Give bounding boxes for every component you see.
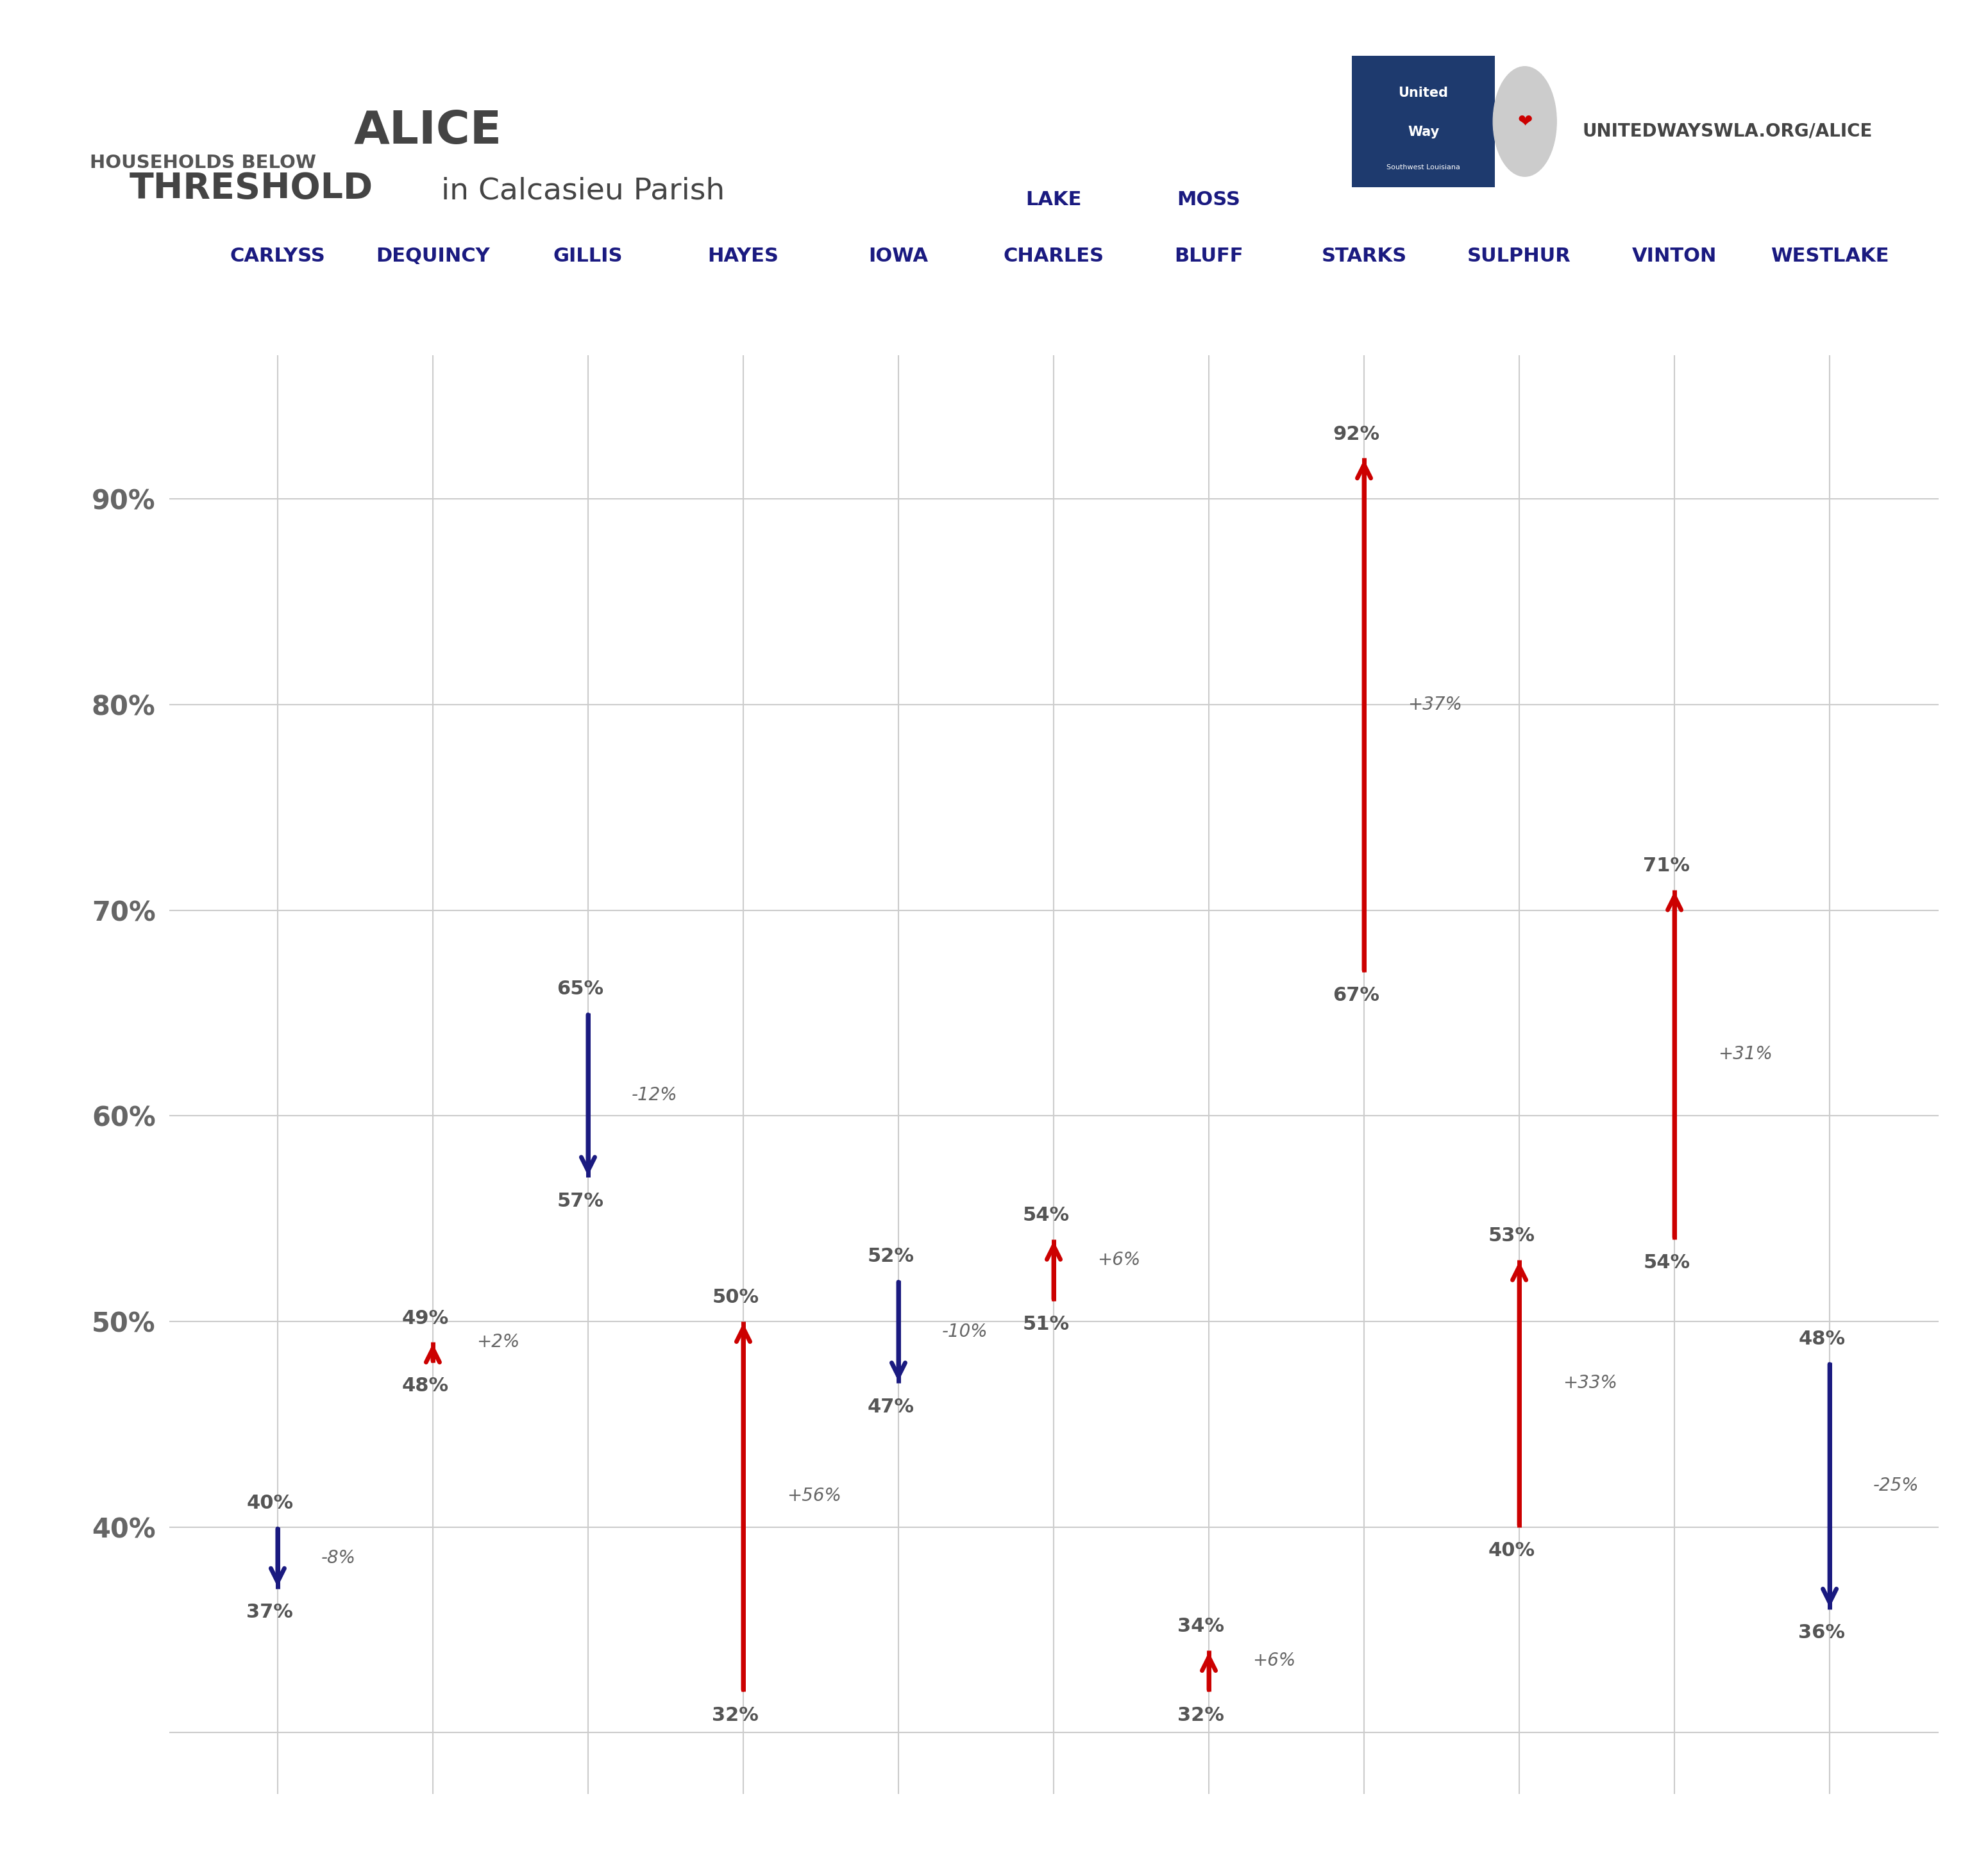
FancyBboxPatch shape	[1350, 54, 1497, 189]
Text: CARLYSS: CARLYSS	[231, 247, 326, 265]
Text: 57%: 57%	[557, 1192, 604, 1211]
Text: 67%: 67%	[1332, 987, 1380, 1006]
Text: BLUFF: BLUFF	[1175, 247, 1242, 265]
Text: 48%: 48%	[402, 1377, 449, 1396]
Text: 52%: 52%	[867, 1247, 914, 1265]
Text: +33%: +33%	[1563, 1374, 1616, 1392]
Text: United: United	[1398, 86, 1449, 99]
Text: 32%: 32%	[1177, 1706, 1225, 1725]
Text: 47%: 47%	[867, 1398, 914, 1417]
Text: IOWA: IOWA	[869, 247, 928, 265]
Text: 92%: 92%	[1332, 424, 1380, 443]
Text: 54%: 54%	[1644, 1254, 1690, 1273]
Text: 40%: 40%	[1489, 1542, 1535, 1561]
Text: 65%: 65%	[557, 979, 604, 998]
Text: +56%: +56%	[787, 1488, 841, 1505]
Text: SULPHUR: SULPHUR	[1467, 247, 1571, 265]
Text: 40%: 40%	[247, 1493, 294, 1512]
Text: Southwest Louisiana: Southwest Louisiana	[1386, 164, 1461, 170]
Text: 50%: 50%	[712, 1288, 759, 1306]
Text: -10%: -10%	[942, 1323, 988, 1340]
Text: STARKS: STARKS	[1322, 247, 1408, 265]
Circle shape	[1493, 67, 1557, 176]
Text: +6%: +6%	[1097, 1250, 1141, 1269]
Text: +6%: +6%	[1252, 1652, 1296, 1669]
Text: +37%: +37%	[1408, 695, 1461, 714]
Text: DEQUINCY: DEQUINCY	[376, 247, 489, 265]
Text: +31%: +31%	[1718, 1045, 1773, 1063]
Text: 51%: 51%	[1022, 1316, 1070, 1334]
Text: -25%: -25%	[1873, 1477, 1918, 1495]
Text: ❤: ❤	[1517, 112, 1533, 131]
Text: GILLIS: GILLIS	[553, 247, 622, 265]
Text: VINTON: VINTON	[1632, 247, 1718, 265]
Text: THRESHOLD: THRESHOLD	[129, 170, 374, 206]
Text: 34%: 34%	[1177, 1617, 1225, 1635]
Text: 54%: 54%	[1022, 1206, 1070, 1224]
Text: WESTLAKE: WESTLAKE	[1771, 247, 1889, 265]
Text: HAYES: HAYES	[708, 247, 779, 265]
Text: 48%: 48%	[1799, 1329, 1845, 1348]
Text: +2%: +2%	[477, 1333, 519, 1351]
Text: CHARLES: CHARLES	[1004, 247, 1103, 265]
Text: 36%: 36%	[1799, 1624, 1845, 1643]
Text: 37%: 37%	[247, 1604, 292, 1622]
Text: LAKE: LAKE	[1026, 191, 1081, 209]
Text: 71%: 71%	[1644, 856, 1690, 875]
Text: in Calcasieu Parish: in Calcasieu Parish	[441, 178, 726, 206]
Text: MOSS: MOSS	[1177, 191, 1241, 209]
Text: Way: Way	[1408, 125, 1439, 138]
Text: 53%: 53%	[1489, 1226, 1535, 1245]
Text: UNITEDWAYSWLA.ORG/ALICE: UNITEDWAYSWLA.ORG/ALICE	[1582, 121, 1873, 140]
Text: 49%: 49%	[402, 1308, 449, 1327]
Text: ALICE: ALICE	[354, 108, 503, 153]
Text: HOUSEHOLDS BELOW: HOUSEHOLDS BELOW	[89, 153, 316, 172]
Text: 32%: 32%	[712, 1706, 759, 1725]
Text: -12%: -12%	[632, 1086, 678, 1105]
Text: -8%: -8%	[322, 1549, 356, 1566]
